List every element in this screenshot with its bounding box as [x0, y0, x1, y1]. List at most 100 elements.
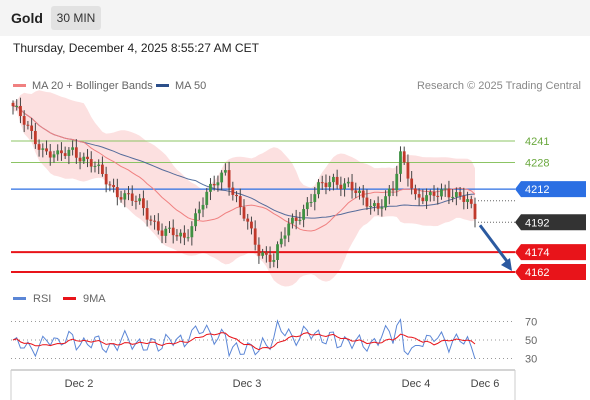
candle-body — [171, 227, 175, 236]
candle-body — [160, 230, 164, 236]
candlestick — [97, 159, 101, 174]
candlestick — [264, 246, 268, 263]
candle-body — [298, 219, 302, 221]
candle-body — [93, 165, 97, 167]
candle-body — [399, 151, 402, 174]
candlestick — [33, 122, 37, 149]
ma50-label: MA 50 — [175, 80, 207, 92]
candle-body — [425, 195, 428, 202]
candle-body — [320, 182, 324, 184]
candle-body — [376, 203, 380, 209]
candlestick — [365, 189, 369, 210]
forecast-arrow-shaft — [478, 224, 511, 265]
candlestick — [227, 161, 231, 196]
candlestick — [15, 99, 19, 111]
price-tag-4174 — [515, 244, 586, 261]
candlestick — [309, 193, 313, 207]
candlestick — [421, 189, 425, 205]
candlestick — [108, 181, 112, 192]
candle-body — [123, 193, 127, 200]
candlestick — [26, 120, 30, 130]
timeframe-button[interactable]: 30 MIN — [51, 6, 101, 30]
candle-body — [421, 197, 425, 202]
candlestick — [413, 184, 417, 200]
rsi-legend-label: RSI — [33, 293, 51, 305]
candlestick — [425, 188, 428, 209]
candle-body — [97, 164, 101, 166]
candle-body — [74, 147, 78, 158]
candle-body — [469, 199, 473, 204]
candlestick — [287, 218, 291, 243]
ma50-line — [12, 105, 476, 219]
candlestick — [462, 187, 466, 210]
candlestick — [235, 191, 238, 203]
candlestick — [168, 221, 171, 233]
candle-body — [242, 207, 246, 219]
candlestick — [138, 193, 142, 205]
candlestick — [11, 100, 15, 115]
price-tag-text-4174: 4174 — [525, 247, 549, 259]
candle-body — [33, 130, 37, 145]
candle-body — [182, 232, 186, 238]
candle-body — [209, 183, 212, 192]
candle-body — [268, 254, 272, 262]
candlestick — [361, 185, 365, 206]
candlestick — [78, 152, 82, 170]
candlestick — [127, 186, 130, 201]
level-label-4228: 4228 — [525, 158, 549, 170]
candle-body — [332, 176, 335, 183]
research-credit: Research © 2025 Trading Central — [416, 80, 581, 92]
candlestick — [440, 183, 443, 200]
candlestick — [417, 188, 421, 206]
candlestick — [276, 241, 279, 269]
bollinger-band-fill — [13, 90, 475, 287]
candlestick — [89, 151, 93, 173]
candle-body — [89, 159, 93, 167]
candlestick — [335, 169, 339, 190]
candlestick — [447, 180, 451, 205]
candlestick — [343, 178, 346, 197]
candle-body — [108, 184, 112, 186]
legend-ma50: MA 50 — [156, 80, 206, 92]
candle-body — [194, 213, 197, 227]
candlestick — [56, 144, 60, 161]
candlestick — [216, 175, 220, 192]
candlestick — [376, 196, 380, 216]
candlestick — [37, 139, 41, 157]
candle-body — [380, 207, 384, 209]
candlestick — [395, 165, 399, 197]
candle-body — [335, 176, 339, 185]
rsi-tick-70: 70 — [525, 317, 537, 329]
rsi-legend-swatch — [13, 297, 26, 300]
candle-body — [413, 188, 417, 195]
candlestick — [175, 229, 179, 241]
ma50-swatch — [156, 83, 169, 87]
candlestick — [358, 186, 361, 200]
candle-body — [142, 198, 145, 209]
candlestick — [242, 199, 246, 222]
candle-body — [101, 164, 104, 174]
candlestick — [402, 146, 406, 165]
candle-body — [451, 196, 455, 198]
legend-ma20: MA 20 + Bollinger Bands — [13, 80, 153, 92]
candle-body — [15, 105, 19, 107]
candle-body — [26, 124, 30, 126]
candle-body — [402, 151, 406, 163]
candle-body — [104, 173, 108, 185]
candle-body — [373, 203, 376, 207]
forecast-arrow-head — [501, 258, 512, 271]
candlestick — [52, 150, 56, 163]
candlestick — [458, 186, 462, 200]
candle-body — [250, 221, 253, 229]
candle-body — [440, 189, 443, 197]
candle-body — [212, 183, 216, 186]
candle-body — [346, 181, 350, 184]
candle-body — [447, 188, 451, 198]
candle-body — [130, 193, 134, 201]
9ma-legend-label: 9MA — [83, 293, 106, 305]
candle-body — [67, 149, 71, 156]
candle-body — [387, 188, 391, 197]
candle-body — [216, 182, 220, 186]
candle-body — [37, 144, 41, 150]
